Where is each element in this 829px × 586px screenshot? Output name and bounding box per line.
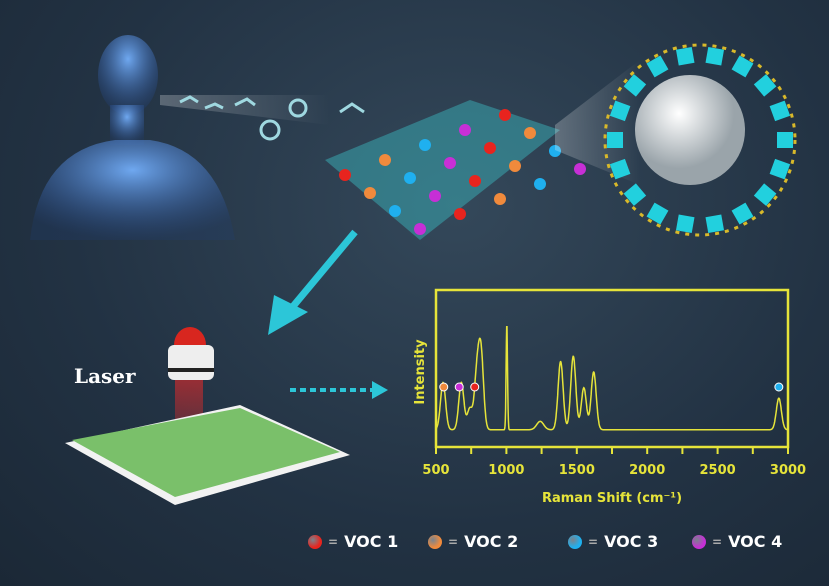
voc-molecule-dot	[389, 205, 401, 217]
flow-arrow	[268, 229, 358, 335]
equals-sign: =	[328, 534, 339, 549]
cage-node	[769, 100, 791, 122]
legend-item: = VOC 2	[428, 532, 518, 551]
legend-label: VOC 4	[728, 532, 783, 551]
voc-molecule-dot	[499, 109, 511, 121]
x-tick-label: 1500	[559, 463, 595, 478]
x-tick-label: 2000	[629, 463, 665, 478]
voc-molecule-dot	[534, 178, 546, 190]
cage-node	[623, 183, 647, 206]
cage-node	[731, 202, 754, 225]
cage-node	[675, 47, 695, 66]
cage-node	[705, 47, 725, 66]
legend-label: VOC 2	[464, 532, 519, 551]
x-tick-label: 500	[422, 463, 449, 478]
equals-sign: =	[448, 534, 459, 549]
legend-label: VOC 3	[604, 532, 659, 551]
cage-node	[609, 100, 631, 122]
voc-molecule-dot	[459, 124, 471, 136]
mof-cage	[603, 43, 797, 237]
voc-molecule-dot	[429, 190, 441, 202]
zoom-cone	[555, 60, 640, 185]
voc-molecule-dot	[379, 154, 391, 166]
substrate	[65, 405, 350, 505]
legend-item: = VOC 1	[308, 532, 398, 551]
peak-marker	[439, 382, 449, 392]
cage-node	[646, 55, 669, 78]
voc-molecule-dot	[454, 208, 466, 220]
voc-molecule-dot	[419, 139, 431, 151]
spectrum-line	[435, 326, 788, 431]
voc-dot-icon	[428, 534, 442, 549]
x-tick-label: 1000	[488, 463, 524, 478]
cage-node	[753, 74, 777, 97]
legend-item: = VOC 4	[692, 532, 782, 551]
x-tick-label: 2500	[700, 463, 736, 478]
cage-node	[769, 158, 791, 180]
voc-dot-icon	[568, 534, 582, 549]
voc-molecule-dot	[469, 175, 481, 187]
cage-node	[646, 202, 669, 225]
cage-node	[675, 214, 695, 233]
cage-node	[777, 132, 793, 148]
raman-chart: 500 1000 1500 2000 2500 3000 Raman Shift (cm⁻¹…	[413, 288, 806, 506]
cage-node	[623, 74, 647, 97]
y-axis-label: Intensity	[413, 339, 428, 405]
dashed-arrow	[290, 381, 388, 399]
mof-film	[325, 100, 586, 240]
voc-molecule-dot	[404, 172, 416, 184]
voc-molecule-dot	[414, 223, 426, 235]
voc-molecule-dot	[339, 169, 351, 181]
voc-molecule-dot	[509, 160, 521, 172]
plot-frame	[434, 288, 790, 449]
laser-label: Laser	[74, 364, 136, 388]
voc-molecule-dot	[524, 127, 536, 139]
voc-molecule-dot	[364, 187, 376, 199]
cage-node	[609, 158, 631, 180]
cage-node	[753, 183, 777, 206]
peak-marker	[470, 382, 480, 392]
breath-cone	[160, 95, 330, 125]
human-figure	[30, 35, 235, 240]
voc-molecule-dot	[444, 157, 456, 169]
peak-marker	[454, 382, 464, 392]
voc-dot-icon	[692, 534, 706, 549]
equals-sign: =	[712, 534, 723, 549]
voc-molecules	[179, 95, 365, 141]
equals-sign: =	[588, 534, 599, 549]
legend-item: = VOC 3	[568, 532, 658, 551]
x-axis-label: Raman Shift (cm⁻¹)	[542, 491, 682, 506]
cage-node	[731, 55, 754, 78]
voc-molecule-dot	[484, 142, 496, 154]
cage-node	[705, 214, 725, 233]
voc-dot-icon	[308, 534, 322, 549]
legend-label: VOC 1	[344, 532, 399, 551]
x-tick-label: 3000	[770, 463, 806, 478]
peak-marker	[774, 382, 784, 392]
voc-molecule-dot	[574, 163, 586, 175]
voc-molecule-dot	[494, 193, 506, 205]
cage-node	[607, 132, 623, 148]
